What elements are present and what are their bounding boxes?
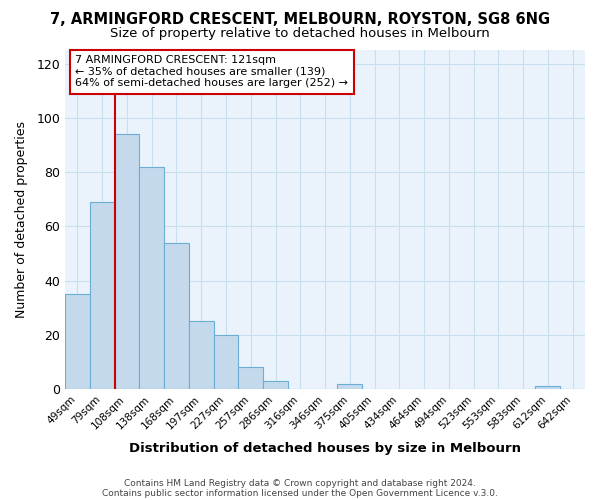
Bar (263, 381, 288, 389)
Text: 7, ARMINGFORD CRESCENT, MELBOURN, ROYSTON, SG8 6NG: 7, ARMINGFORD CRESCENT, MELBOURN, ROYSTO… (50, 12, 550, 28)
Bar (90, 202, 115, 389)
Bar (535, 386, 560, 389)
Y-axis label: Number of detached properties: Number of detached properties (15, 121, 28, 318)
Bar (238, 368, 263, 389)
Bar (337, 384, 362, 389)
Text: Size of property relative to detached houses in Melbourn: Size of property relative to detached ho… (110, 28, 490, 40)
Bar (214, 335, 238, 389)
Bar (65, 294, 90, 389)
Bar (189, 322, 214, 389)
Text: Contains public sector information licensed under the Open Government Licence v.: Contains public sector information licen… (102, 488, 498, 498)
Bar (164, 242, 189, 389)
Text: Contains HM Land Registry data © Crown copyright and database right 2024.: Contains HM Land Registry data © Crown c… (124, 478, 476, 488)
Text: 7 ARMINGFORD CRESCENT: 121sqm
← 35% of detached houses are smaller (139)
64% of : 7 ARMINGFORD CRESCENT: 121sqm ← 35% of d… (76, 55, 349, 88)
X-axis label: Distribution of detached houses by size in Melbourn: Distribution of detached houses by size … (129, 442, 521, 455)
Bar (115, 134, 139, 389)
Bar (139, 166, 164, 389)
